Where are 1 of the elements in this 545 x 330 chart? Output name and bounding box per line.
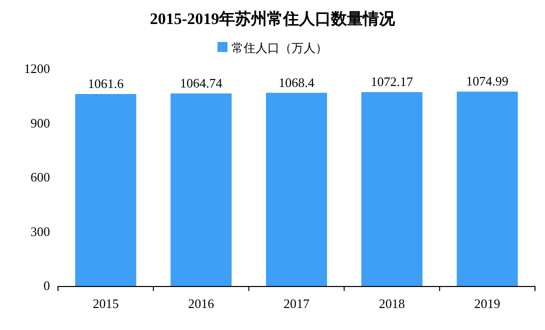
title: 2015-2019年苏州常住人口数量情况 <box>150 11 396 28</box>
